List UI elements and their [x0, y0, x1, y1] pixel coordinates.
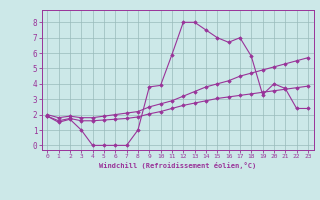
- X-axis label: Windchill (Refroidissement éolien,°C): Windchill (Refroidissement éolien,°C): [99, 162, 256, 169]
